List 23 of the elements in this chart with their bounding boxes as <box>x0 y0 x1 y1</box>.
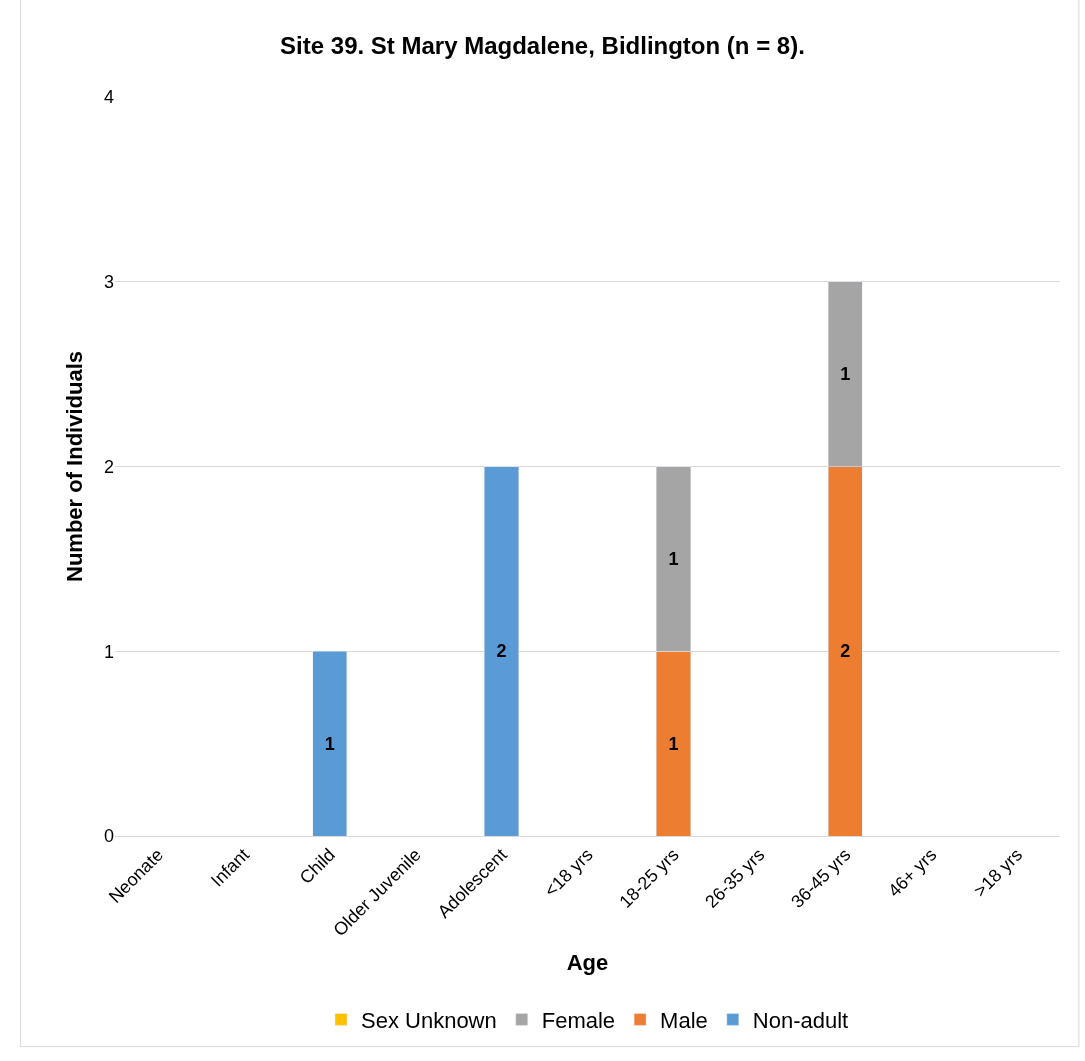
bar <box>484 466 520 836</box>
legend-label: Non-adult <box>752 1007 849 1033</box>
data-label: 1 <box>668 733 679 754</box>
legend-label: Sex Unknown <box>361 1007 497 1033</box>
data-label: 2 <box>840 641 851 662</box>
y-tick-label: 1 <box>103 641 114 662</box>
y-tick-label: 4 <box>103 87 114 108</box>
y-tick-label: 0 <box>103 826 114 847</box>
chart-title: Site 39. St Mary Magdalene, Bidlington (n = 8). <box>280 31 805 59</box>
data-label: 1 <box>668 548 679 569</box>
legend-label: Male <box>660 1007 708 1033</box>
y-axis-title: Number of Individuals <box>61 350 87 583</box>
legend-label: Female <box>541 1007 616 1033</box>
x-tick-label: >18 yrs <box>970 844 1027 901</box>
x-tick-label: 46+ yrs <box>884 844 941 901</box>
x-axis-title: Age <box>566 950 609 976</box>
y-tick-label: 2 <box>103 456 114 477</box>
bar <box>312 651 348 836</box>
data-label: 1 <box>324 733 335 754</box>
data-label: 2 <box>496 641 507 662</box>
data-label: 1 <box>840 364 851 385</box>
y-tick-label: 3 <box>103 272 114 293</box>
x-tick-label: <18 yrs <box>540 844 597 901</box>
